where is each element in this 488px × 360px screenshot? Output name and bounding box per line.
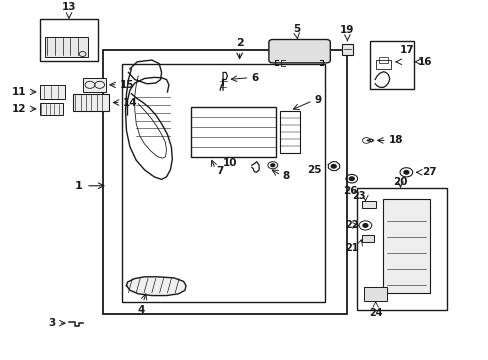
Circle shape (362, 224, 367, 227)
Bar (383, 199, 429, 293)
Text: 18: 18 (388, 135, 403, 145)
Text: 21: 21 (345, 243, 358, 253)
Bar (280, 111, 299, 153)
Text: 19: 19 (340, 25, 354, 35)
Bar (122, 64, 325, 302)
Text: 20: 20 (392, 177, 407, 187)
Bar (341, 44, 352, 55)
Bar (378, 57, 387, 63)
Text: 27: 27 (421, 167, 436, 177)
Bar (40, 85, 65, 99)
Circle shape (270, 164, 274, 167)
Text: 25: 25 (306, 165, 321, 175)
Text: 16: 16 (417, 57, 432, 67)
Bar (40, 103, 63, 115)
Text: 6: 6 (251, 73, 258, 83)
Bar (356, 188, 446, 310)
Text: 24: 24 (368, 308, 382, 318)
Text: 5: 5 (293, 24, 300, 34)
Text: 15: 15 (120, 80, 134, 90)
Bar (40, 19, 98, 61)
Bar (361, 235, 373, 242)
Bar (82, 78, 106, 92)
Bar (375, 60, 390, 69)
Text: 26: 26 (343, 186, 357, 197)
Bar (363, 287, 386, 301)
Text: 8: 8 (282, 171, 289, 181)
Text: 12: 12 (12, 104, 26, 114)
Text: 1: 1 (75, 181, 82, 191)
Polygon shape (126, 277, 185, 296)
Bar (369, 41, 413, 89)
Circle shape (403, 171, 408, 174)
Text: 9: 9 (314, 95, 321, 105)
Circle shape (348, 177, 353, 180)
FancyBboxPatch shape (268, 40, 330, 63)
Text: 22: 22 (345, 220, 358, 230)
Text: 2: 2 (235, 39, 243, 48)
Text: 13: 13 (61, 2, 76, 12)
Bar (190, 107, 276, 157)
Bar (73, 94, 109, 111)
Text: 7: 7 (216, 166, 224, 176)
Bar (361, 201, 375, 208)
Text: 17: 17 (399, 45, 413, 55)
Text: 11: 11 (12, 87, 26, 97)
Circle shape (330, 165, 335, 168)
Text: 4: 4 (137, 306, 144, 315)
Text: 14: 14 (122, 98, 137, 108)
Bar (44, 37, 88, 57)
Text: 3: 3 (48, 318, 55, 328)
Text: 10: 10 (222, 158, 237, 168)
Text: 23: 23 (351, 191, 365, 201)
Bar (103, 50, 346, 314)
